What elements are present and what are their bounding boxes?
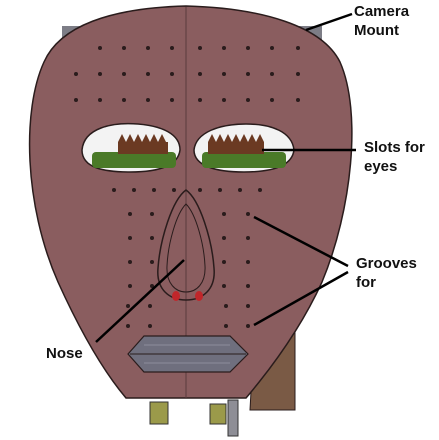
groove-hole [112, 188, 116, 192]
leader-nose [95, 259, 185, 343]
groove-hole [270, 46, 274, 50]
groove-hole [246, 260, 250, 264]
groove-hole [122, 72, 126, 76]
groove-hole [198, 72, 202, 76]
groove-hole [128, 212, 132, 216]
connector-left [149, 401, 169, 425]
groove-hole [296, 72, 300, 76]
right-nostril [195, 291, 203, 301]
groove-hole [222, 72, 226, 76]
groove-hole [246, 284, 250, 288]
groove-hole [222, 46, 226, 50]
groove-hole [98, 98, 102, 102]
groove-hole [224, 304, 228, 308]
groove-hole [150, 212, 154, 216]
nose-outline [157, 189, 215, 301]
label-grooves-line2: for [356, 274, 376, 291]
groove-hole [98, 72, 102, 76]
label-camera-mount-line2: Mount [354, 22, 399, 39]
groove-hole [218, 188, 222, 192]
left-nostril [172, 291, 180, 301]
groove-hole [148, 324, 152, 328]
groove-hole [246, 304, 250, 308]
label-grooves: Grooves for [356, 254, 417, 292]
groove-hole [198, 46, 202, 50]
groove-hole [150, 284, 154, 288]
groove-hole [198, 98, 202, 102]
groove-hole [128, 236, 132, 240]
connector-right [209, 403, 227, 425]
label-camera-mount: Camera Mount [354, 2, 409, 40]
groove-hole [224, 324, 228, 328]
groove-hole [198, 188, 202, 192]
nose-inner-outline [166, 203, 206, 293]
groove-hole [246, 72, 250, 76]
label-eye-slots-line2: eyes [364, 158, 398, 175]
groove-hole [222, 284, 226, 288]
groove-hole [170, 72, 174, 76]
groove-holes [74, 46, 300, 328]
label-eye-slots: Slots for eyes [364, 138, 425, 176]
groove-hole [222, 260, 226, 264]
groove-hole [152, 188, 156, 192]
groove-hole [74, 98, 78, 102]
label-eye-slots-line1: Slots for [364, 139, 425, 156]
groove-hole [238, 188, 242, 192]
groove-hole [126, 304, 130, 308]
leader-grooves-upper [253, 215, 349, 268]
leader-camera-mount [305, 12, 353, 32]
groove-hole [132, 188, 136, 192]
groove-hole [246, 324, 250, 328]
groove-hole [74, 72, 78, 76]
groove-hole [122, 98, 126, 102]
groove-hole [146, 46, 150, 50]
groove-hole [270, 98, 274, 102]
groove-hole [222, 98, 226, 102]
label-grooves-line1: Grooves [356, 255, 417, 272]
groove-hole [150, 236, 154, 240]
groove-hole [170, 46, 174, 50]
groove-hole [172, 188, 176, 192]
groove-hole [246, 98, 250, 102]
groove-hole [296, 46, 300, 50]
groove-hole [222, 212, 226, 216]
leader-grooves-lower [253, 270, 349, 327]
groove-hole [146, 98, 150, 102]
groove-hole [148, 304, 152, 308]
groove-hole [126, 324, 130, 328]
label-nose: Nose [46, 345, 83, 362]
groove-hole [146, 72, 150, 76]
label-camera-mount-line1: Camera [354, 3, 410, 20]
groove-hole [246, 236, 250, 240]
groove-hole [170, 98, 174, 102]
groove-hole [246, 212, 250, 216]
right-eye-slot [193, 123, 295, 173]
face-shell [28, 5, 353, 399]
groove-hole [296, 98, 300, 102]
groove-hole [246, 46, 250, 50]
groove-hole [222, 236, 226, 240]
groove-hole [98, 46, 102, 50]
groove-hole [150, 260, 154, 264]
groove-hole [270, 72, 274, 76]
mount-post [227, 399, 239, 437]
groove-hole [128, 284, 132, 288]
groove-hole [122, 46, 126, 50]
mouth-piece [127, 335, 249, 373]
leader-lines [95, 12, 356, 343]
left-eye-slot [81, 122, 181, 173]
groove-hole [128, 260, 132, 264]
groove-hole [258, 188, 262, 192]
